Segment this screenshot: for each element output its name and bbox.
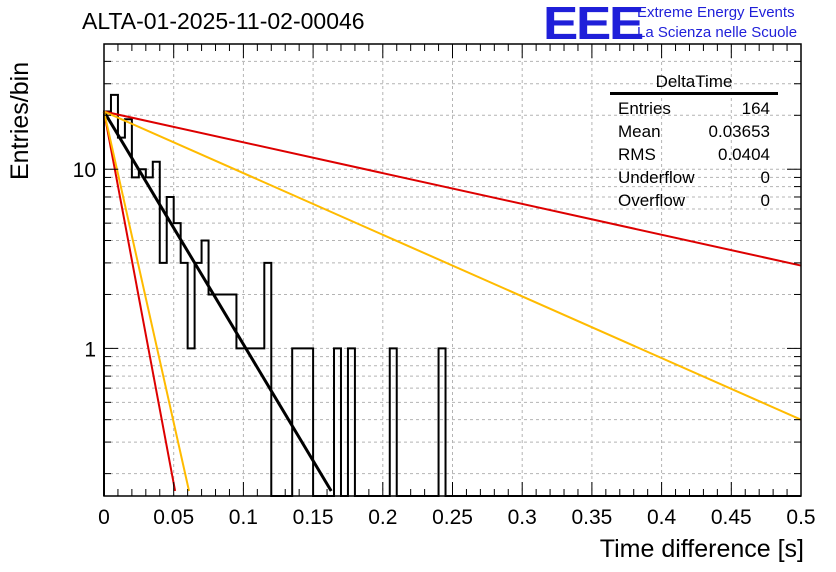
stats-title: DeltaTime: [655, 72, 733, 91]
x-tick-label: 0.15: [293, 506, 334, 529]
stats-row-mean: Mean 0.03653: [610, 120, 778, 143]
stats-value: 0.0404: [718, 145, 770, 164]
stats-value: 0: [760, 168, 770, 187]
fit-line: [103, 110, 802, 421]
x-tick-label: 0.4: [647, 506, 677, 529]
x-tick-label: 0.05: [153, 506, 194, 529]
x-axis-label: Time difference [s]: [599, 535, 804, 563]
stats-row-rms: RMS 0.0404: [610, 143, 778, 166]
stats-value: 164: [741, 99, 770, 118]
logo-line-1: Extreme Energy Events: [637, 4, 795, 21]
histogram-bin: [216, 294, 223, 496]
stats-box: DeltaTime Entries 164 Mean 0.03653 RMS 0…: [610, 72, 778, 212]
fit-line: [103, 110, 802, 267]
x-tick-label: 0.5: [786, 506, 815, 529]
eee-logo: EEE: [543, 0, 644, 49]
stats-row-overflow: Overflow 0: [610, 189, 778, 212]
fit-line: [103, 111, 177, 492]
chart-title: ALTA-01-2025-11-02-00046: [82, 8, 365, 34]
x-tick-label: 0: [98, 506, 110, 529]
histogram-bin: [174, 223, 181, 496]
x-tick-label: 0.2: [368, 506, 397, 529]
histogram-bin: [132, 177, 139, 496]
stats-label: Overflow: [618, 191, 686, 210]
y-axis-label: Entries/bin: [6, 61, 34, 180]
x-tick-label: 0.3: [508, 506, 537, 529]
y-tick-label: 1: [84, 338, 96, 361]
stats-label: Entries: [618, 99, 671, 118]
x-tick-label: 0.35: [571, 506, 612, 529]
stats-rule: [610, 92, 778, 95]
fit-line: [102, 110, 333, 492]
x-tick-label: 0.45: [711, 506, 752, 529]
x-tick-label: 0.25: [432, 506, 473, 529]
stats-value: 0: [760, 191, 770, 210]
histogram-bin: [209, 294, 216, 496]
fit-line: [103, 111, 191, 492]
histogram-bin: [125, 119, 132, 496]
histogram-bin: [222, 294, 229, 496]
stats-value: 0.03653: [708, 122, 770, 141]
histogram-bin: [153, 162, 160, 496]
y-tick-label: 10: [73, 159, 96, 182]
x-tick-label: 0.1: [229, 506, 258, 529]
logo-line-2: La Scienza nelle Scuole: [637, 24, 798, 41]
stats-row-underflow: Underflow 0: [610, 166, 778, 189]
stats-label: Mean: [618, 122, 661, 141]
histogram-bin: [195, 263, 202, 496]
stats-label: Underflow: [618, 168, 695, 187]
stats-label: RMS: [618, 145, 656, 164]
stats-row-entries: Entries 164: [610, 97, 778, 120]
